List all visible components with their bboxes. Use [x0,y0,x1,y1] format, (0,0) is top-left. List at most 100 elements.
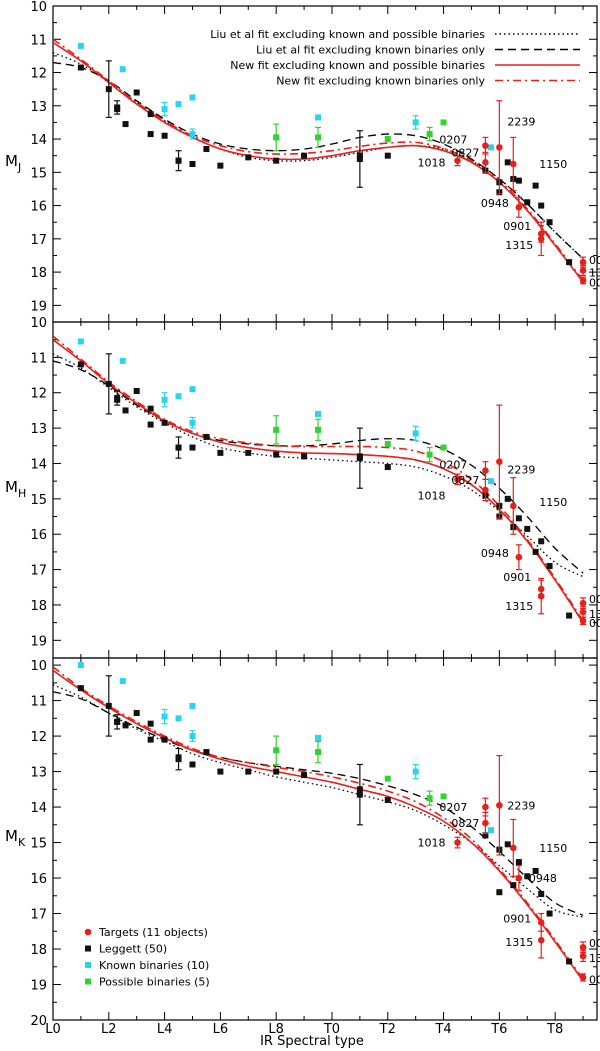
possible-binary-point [315,749,322,756]
leggett-point [504,159,511,166]
leggett-point [245,449,252,456]
known-binary-point [189,733,196,740]
target-label: 0207 [439,134,467,147]
target-label: 0207 [439,801,467,814]
y-axis-label-main: M [5,478,18,496]
target-point [537,936,545,944]
leggett-point [273,768,280,775]
target-label: 2239 [507,799,535,812]
leggett-point [356,791,363,798]
target-label: 1335 [589,608,600,621]
leggett-point [301,453,308,460]
y-axis-label: MH [5,478,26,500]
panel-k: 10 11 12 13 14 15 16 17 18 19 20 MK 1018 0207 0827 2239… [5,657,600,1029]
target-point [482,819,489,827]
x-tick-label: L4 [157,1022,173,1037]
known-binary-point [175,393,182,400]
y-tick-label: 10 [30,659,47,674]
target-label: 2239 [507,464,535,477]
y-tick-label: 11 [30,695,47,710]
leggett-point [217,768,224,775]
possible-binary-point [273,134,280,141]
target-point [579,599,587,607]
target-label: 0948 [529,872,557,885]
target-label: 0034 [589,593,600,606]
target-label: 1018 [418,837,446,850]
x-tick-label: L2 [101,1022,117,1037]
leggett-point [504,841,511,848]
possible-binary-point [440,793,447,800]
y-axis-label-main: M [5,152,18,170]
leggett-point [217,449,224,456]
leggett-point [546,563,553,570]
point-legend-marker [85,962,91,968]
known-binary-points [77,42,494,151]
y-tick-label: 17 [30,564,47,579]
x-tick-label: L6 [213,1022,229,1037]
target-point [579,952,587,960]
leggett-point [147,131,154,138]
target-point [515,203,523,211]
target-point [454,839,461,846]
leggett-point [532,867,539,874]
possible-binary-points [273,119,447,152]
target-point [510,160,517,168]
leggett-point [217,162,224,169]
target-point [515,874,523,882]
point-legend: Targets (11 objects) Leggett (50) Known bi… [84,926,210,989]
target-point [510,502,517,510]
leggett-point [301,152,308,159]
target-point [482,467,489,474]
target-point [454,476,461,483]
known-binary-point [119,66,126,73]
leggett-point [147,421,154,428]
target-point [496,801,503,809]
leggett-point [175,754,182,761]
leggett-point [161,419,168,426]
point-legend-marker [85,945,91,952]
x-tick-label: L0 [45,1022,61,1037]
leggett-point [356,786,363,793]
target-label: 0034 [589,937,600,950]
leggett-point [566,958,573,965]
leggett-point [203,749,210,756]
line-legend: Liu et al fit excluding known and possib… [210,28,580,88]
x-axis-label: IR Spectral type [260,1034,364,1049]
leggett-point [515,515,522,522]
fit-curve-dotted [53,51,584,260]
leggett-point [133,89,140,96]
y-tick-label: 19 [30,979,47,994]
leggett-point [77,361,84,368]
leggett-point [105,702,112,709]
possible-binary-point [426,131,433,138]
leggett-point [133,710,140,717]
known-binary-point [189,386,196,393]
x-tick-label: T2 [379,1022,396,1037]
target-label: 1150 [539,496,567,509]
leggett-point [189,761,196,768]
target-point [579,974,587,981]
possible-binary-point [426,795,433,802]
x-tick-label: T8 [546,1022,563,1037]
known-binary-point [487,827,494,834]
target-label: 1150 [539,842,567,855]
fit-curve-dashed [53,360,584,574]
leggett-point [504,495,511,502]
panel-frame [52,657,598,1021]
y-tick-label: 19 [30,634,47,649]
target-point [579,617,587,625]
leggett-point [147,111,154,118]
known-binary-point [487,478,494,485]
leggett-point [189,161,196,167]
point-legend-marker [85,978,91,985]
target-label: 1315 [505,600,533,613]
known-binary-point [412,430,419,437]
possible-binary-point [315,426,322,433]
target-label: 0059 [589,617,600,630]
leggett-point [356,156,363,163]
known-binary-point [161,713,168,720]
known-binary-point [315,114,322,121]
target-label: 1315 [505,936,533,949]
y-tick-label: 19 [30,299,47,314]
